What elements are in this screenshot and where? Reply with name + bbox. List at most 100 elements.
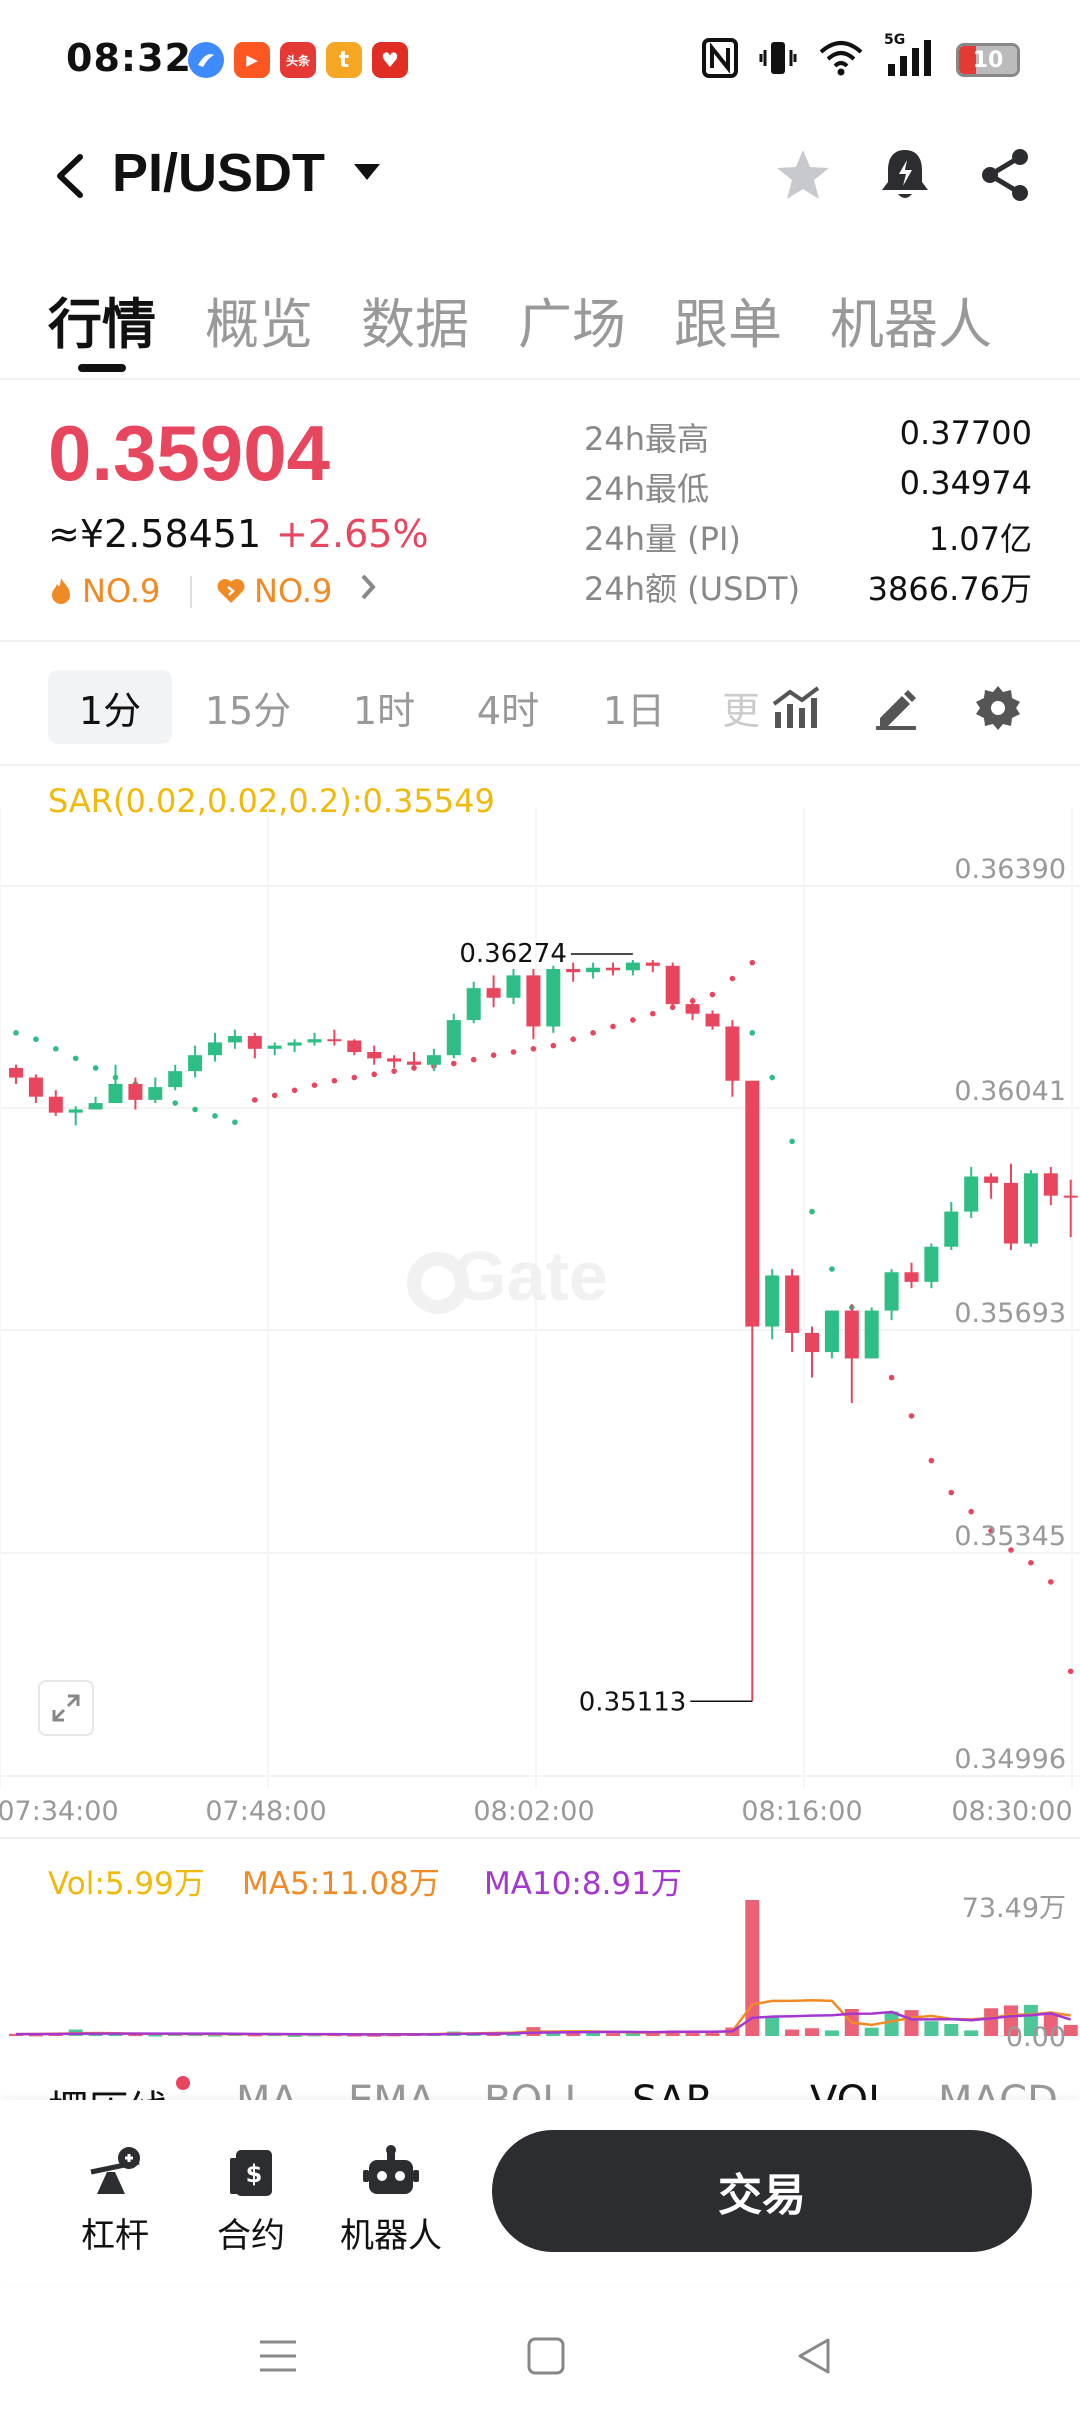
- trade-button[interactable]: 交易: [492, 2130, 1032, 2252]
- sar-dot: [13, 1030, 19, 1036]
- active-tab-indicator: [78, 364, 126, 372]
- interval-1h[interactable]: 1时: [352, 688, 416, 733]
- candle-body: [387, 1058, 402, 1062]
- pair-dropdown-icon[interactable]: [352, 162, 382, 186]
- ma5-label: MA5:11.08万: [242, 1866, 440, 1902]
- stat-low-label: 24h最低: [584, 470, 710, 508]
- interval-1d[interactable]: 1日: [602, 688, 666, 733]
- interval-4h[interactable]: 4时: [476, 688, 540, 733]
- ind-tab-ema[interactable]: EMA: [348, 2078, 436, 2102]
- sar-dot: [451, 1060, 457, 1067]
- sar-dot: [988, 1528, 994, 1534]
- hot-rank-badge[interactable]: NO.9: [48, 572, 160, 610]
- kline-svg[interactable]: Gate 0.36274 0.35113 0.36390 0.36041 0.3569…: [0, 768, 1080, 2098]
- volume-bar: [287, 2034, 302, 2037]
- sar-dot: [232, 1119, 238, 1126]
- interval-1m[interactable]: 1分: [48, 670, 172, 744]
- candle-body: [924, 1246, 939, 1282]
- hot-rank-value: NO.9: [82, 572, 161, 610]
- share-icon[interactable]: [972, 142, 1038, 208]
- candle-body: [287, 1042, 302, 1046]
- candle-body: [705, 1013, 720, 1027]
- candle-body: [446, 1020, 461, 1056]
- sar-dot: [968, 1508, 974, 1515]
- candle-body: [884, 1272, 899, 1311]
- candle-body: [307, 1039, 322, 1043]
- pair-title[interactable]: PI/USDT: [112, 143, 326, 203]
- volume-bar: [1004, 2005, 1018, 2036]
- volume-bar: [785, 2029, 800, 2036]
- fav-rank-badge[interactable]: NO.9: [216, 572, 332, 610]
- candle-body: [88, 1103, 103, 1110]
- candle-body: [68, 1109, 83, 1113]
- ind-tab-ma[interactable]: MA: [236, 2078, 298, 2102]
- ind-tab-boll[interactable]: BOLL: [484, 2078, 587, 2102]
- candle-body: [546, 968, 561, 1027]
- tab-robot[interactable]: 机器人: [830, 293, 992, 356]
- recent-apps-button[interactable]: [248, 2326, 308, 2386]
- sar-dot: [550, 1042, 557, 1049]
- candle-body: [964, 1176, 979, 1212]
- expand-icon: [52, 1694, 80, 1722]
- tab-overview[interactable]: 概览: [205, 293, 313, 356]
- interval-15m[interactable]: 15分: [204, 688, 292, 733]
- ind-tab-vol[interactable]: VOL: [810, 2078, 891, 2102]
- candle-body: [725, 1026, 740, 1081]
- volume-bar: [586, 2033, 601, 2036]
- draw-pencil-icon[interactable]: [866, 678, 926, 738]
- rank-chevron-icon[interactable]: [358, 572, 378, 610]
- indicator-chart-icon[interactable]: [766, 678, 826, 738]
- volume-bar: [208, 2034, 222, 2037]
- sar-dot: [252, 1097, 258, 1103]
- vol-axis-min: 0.00: [1005, 2022, 1066, 2053]
- nav-robot[interactable]: 机器人: [326, 2140, 456, 2257]
- volume-bar: [1043, 2013, 1058, 2036]
- home-button[interactable]: [516, 2326, 576, 2386]
- nav-lever[interactable]: 杠杆: [50, 2140, 180, 2257]
- ind-tab-sar[interactable]: SAR: [632, 2078, 714, 2102]
- tab-square[interactable]: 广场: [518, 293, 626, 356]
- video-app-icon: ▶: [234, 42, 270, 78]
- x-axis-label: 07:48:00: [205, 1796, 326, 1827]
- fire-icon: [52, 578, 70, 604]
- sar-dot: [291, 1087, 298, 1094]
- candle-body: [645, 962, 660, 966]
- back-button[interactable]: [44, 146, 94, 206]
- nav-contract-label: 合约: [217, 2216, 285, 2256]
- kline-chart[interactable]: SAR(0.02,0.02,0.2):0.35549 Gate 0.36274 0…: [0, 768, 1080, 2098]
- candle-body: [745, 1080, 760, 1327]
- candle-body: [247, 1036, 262, 1049]
- volume-bar: [944, 2023, 959, 2036]
- volume-bar: [864, 2027, 879, 2036]
- back-nav-button[interactable]: [784, 2326, 844, 2386]
- volume-bar: [964, 2030, 979, 2036]
- interval-more[interactable]: 更: [722, 688, 758, 733]
- ind-tab-support-resistance[interactable]: 摆压线: [48, 2078, 168, 2102]
- stat-high-value: 0.37700: [899, 414, 1032, 452]
- tab-data[interactable]: 数据: [361, 293, 469, 356]
- x-axis-label: 08:16:00: [741, 1796, 862, 1827]
- tab-market[interactable]: 行情: [48, 293, 156, 356]
- candle-body: [606, 967, 620, 971]
- sar-dot: [749, 959, 756, 966]
- volume-bar: [645, 2032, 660, 2036]
- settings-gear-icon[interactable]: [968, 678, 1028, 738]
- sar-dot: [908, 1413, 915, 1419]
- price-change: +2.65%: [276, 512, 429, 556]
- signal-5g-icon: 5G: [884, 32, 936, 82]
- volume-bar: [924, 2021, 939, 2036]
- price-cny: ≈¥2.58451: [48, 512, 262, 556]
- fullscreen-expand-button[interactable]: [38, 1680, 94, 1736]
- candle-body: [466, 988, 481, 1021]
- price-alert-bell-icon[interactable]: [872, 142, 938, 208]
- sar-dot: [1028, 1559, 1034, 1566]
- tab-copy-trade[interactable]: 跟单: [674, 293, 782, 356]
- candle-body: [168, 1071, 183, 1088]
- candle-body: [665, 965, 680, 1005]
- nav-lever-label: 杠杆: [81, 2216, 149, 2256]
- system-navigation-bar: [0, 2290, 1080, 2412]
- volume-bar: [904, 2010, 919, 2036]
- favorite-star-icon[interactable]: [770, 142, 836, 208]
- nav-contract[interactable]: $ 合约: [186, 2140, 316, 2257]
- ind-tab-macd[interactable]: MACD: [938, 2078, 1058, 2102]
